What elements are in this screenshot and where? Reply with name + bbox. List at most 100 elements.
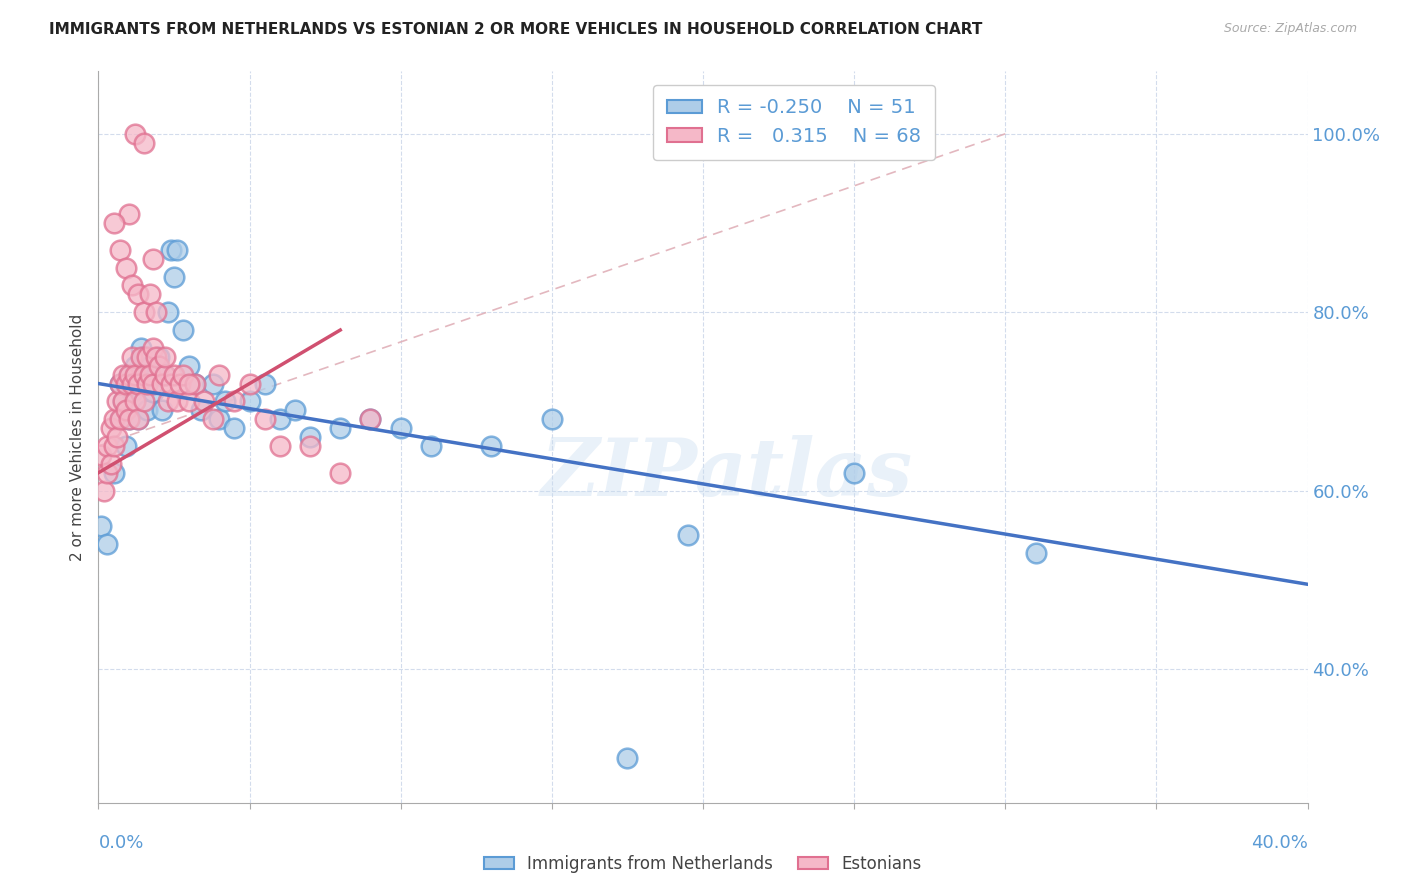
Text: 40.0%: 40.0% bbox=[1251, 834, 1308, 852]
Point bbox=[163, 368, 186, 382]
Point bbox=[108, 412, 131, 426]
Point bbox=[132, 394, 155, 409]
Point bbox=[360, 412, 382, 426]
Point bbox=[142, 376, 165, 391]
Point bbox=[360, 412, 382, 426]
Text: 0.0%: 0.0% bbox=[98, 834, 143, 852]
Point bbox=[121, 376, 143, 391]
Point bbox=[184, 376, 207, 391]
Point bbox=[145, 350, 167, 364]
Legend: Immigrants from Netherlands, Estonians: Immigrants from Netherlands, Estonians bbox=[478, 848, 928, 880]
Point bbox=[108, 376, 131, 391]
Point bbox=[114, 439, 136, 453]
Point bbox=[269, 439, 291, 453]
Point bbox=[179, 394, 201, 409]
Point bbox=[135, 403, 157, 417]
Point bbox=[127, 376, 149, 391]
Point bbox=[184, 376, 207, 391]
Point bbox=[139, 287, 162, 301]
Point bbox=[166, 243, 188, 257]
Point bbox=[96, 466, 118, 480]
Y-axis label: 2 or more Vehicles in Household: 2 or more Vehicles in Household bbox=[69, 313, 84, 561]
Point bbox=[1024, 546, 1046, 560]
Point bbox=[202, 376, 225, 391]
Point bbox=[90, 519, 112, 533]
Point bbox=[676, 528, 699, 542]
Point bbox=[135, 376, 157, 391]
Point bbox=[139, 359, 162, 373]
Point bbox=[108, 412, 131, 426]
Point bbox=[135, 350, 157, 364]
Point bbox=[166, 394, 188, 409]
Point bbox=[132, 136, 155, 150]
Point bbox=[121, 278, 143, 293]
Point bbox=[132, 368, 155, 382]
Point bbox=[142, 252, 165, 266]
Point bbox=[93, 483, 115, 498]
Point bbox=[299, 439, 322, 453]
Point bbox=[153, 368, 176, 382]
Point bbox=[139, 368, 162, 382]
Point bbox=[481, 439, 503, 453]
Point bbox=[103, 216, 125, 230]
Point bbox=[299, 430, 322, 444]
Point bbox=[239, 376, 262, 391]
Point bbox=[121, 385, 143, 400]
Point bbox=[114, 260, 136, 275]
Point bbox=[172, 368, 194, 382]
Point bbox=[163, 269, 186, 284]
Text: IMMIGRANTS FROM NETHERLANDS VS ESTONIAN 2 OR MORE VEHICLES IN HOUSEHOLD CORRELAT: IMMIGRANTS FROM NETHERLANDS VS ESTONIAN … bbox=[49, 22, 983, 37]
Point bbox=[132, 305, 155, 319]
Point bbox=[111, 394, 134, 409]
Point bbox=[129, 350, 152, 364]
Point bbox=[145, 368, 167, 382]
Point bbox=[121, 350, 143, 364]
Point bbox=[224, 394, 246, 409]
Point bbox=[96, 439, 118, 453]
Point bbox=[148, 350, 170, 364]
Point bbox=[103, 466, 125, 480]
Point bbox=[179, 359, 201, 373]
Point bbox=[153, 350, 176, 364]
Point bbox=[111, 394, 134, 409]
Point bbox=[616, 751, 638, 765]
Point bbox=[127, 287, 149, 301]
Point bbox=[100, 457, 122, 471]
Point bbox=[100, 421, 122, 435]
Point bbox=[142, 385, 165, 400]
Point bbox=[253, 376, 276, 391]
Point bbox=[239, 394, 262, 409]
Text: ZIPatlas: ZIPatlas bbox=[541, 435, 914, 512]
Point bbox=[124, 368, 146, 382]
Point bbox=[208, 412, 231, 426]
Point bbox=[132, 350, 155, 364]
Legend: R = -0.250    N = 51, R =   0.315    N = 68: R = -0.250 N = 51, R = 0.315 N = 68 bbox=[654, 85, 935, 160]
Point bbox=[111, 368, 134, 382]
Point bbox=[129, 341, 152, 355]
Point bbox=[150, 376, 173, 391]
Point bbox=[156, 394, 179, 409]
Point bbox=[145, 305, 167, 319]
Point bbox=[156, 305, 179, 319]
Point bbox=[124, 359, 146, 373]
Point bbox=[208, 368, 231, 382]
Point bbox=[124, 394, 146, 409]
Point bbox=[127, 376, 149, 391]
Point bbox=[150, 403, 173, 417]
Point bbox=[105, 394, 128, 409]
Point bbox=[103, 439, 125, 453]
Point bbox=[172, 323, 194, 337]
Point bbox=[108, 243, 131, 257]
Point bbox=[118, 368, 141, 382]
Point bbox=[389, 421, 412, 435]
Point bbox=[284, 403, 307, 417]
Point bbox=[118, 368, 141, 382]
Point bbox=[108, 376, 131, 391]
Point bbox=[214, 394, 236, 409]
Point bbox=[135, 376, 157, 391]
Point bbox=[160, 243, 183, 257]
Point bbox=[148, 359, 170, 373]
Point bbox=[90, 448, 112, 462]
Point bbox=[118, 207, 141, 221]
Point bbox=[153, 368, 176, 382]
